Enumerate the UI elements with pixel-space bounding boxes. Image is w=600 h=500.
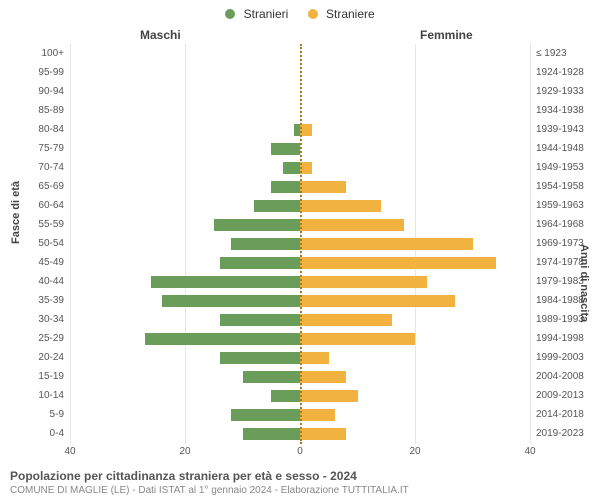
age-label: 95-99 (0, 66, 64, 80)
age-label: 40-44 (0, 275, 64, 289)
age-label: 85-89 (0, 104, 64, 118)
gridline (530, 44, 531, 444)
bar-female (300, 428, 346, 440)
birth-year-label: 1999-2003 (536, 351, 600, 365)
age-label: 35-39 (0, 294, 64, 308)
bar-male (231, 409, 300, 421)
bar-male (220, 257, 301, 269)
bar-male (271, 181, 300, 193)
bar-female (300, 238, 473, 250)
bar-female (300, 371, 346, 383)
birth-year-label: 1944-1948 (536, 142, 600, 156)
bar-male (145, 333, 300, 345)
y-axis-title-left: Fasce di età (10, 181, 22, 244)
birth-year-label: 1954-1958 (536, 180, 600, 194)
bar-female (300, 314, 392, 326)
bar-female (300, 181, 346, 193)
age-label: 15-19 (0, 370, 64, 384)
bar-male (220, 314, 301, 326)
age-label: 70-74 (0, 161, 64, 175)
bar-male (231, 238, 300, 250)
x-tick-label: 40 (64, 446, 75, 457)
bar-female (300, 390, 358, 402)
birth-year-label: 1949-1953 (536, 161, 600, 175)
bar-male (162, 295, 300, 307)
footer-subtitle: COMUNE DI MAGLIE (LE) - Dati ISTAT al 1°… (10, 485, 590, 496)
age-label: 45-49 (0, 256, 64, 270)
footer: Popolazione per cittadinanza straniera p… (10, 469, 590, 496)
bar-male (214, 219, 300, 231)
bar-female (300, 352, 329, 364)
x-tick-label: 40 (524, 446, 535, 457)
age-label: 20-24 (0, 351, 64, 365)
bar-female (300, 333, 415, 345)
birth-year-label: 1929-1933 (536, 85, 600, 99)
header-maschi: Maschi (140, 28, 181, 42)
y-axis-title-right: Anni di nascita (578, 244, 590, 322)
legend-swatch-stranieri (225, 9, 235, 19)
birth-year-label: 1989-1993 (536, 313, 600, 327)
legend-label-straniere: Straniere (326, 7, 375, 21)
age-label: 80-84 (0, 123, 64, 137)
age-label: 75-79 (0, 142, 64, 156)
bar-male (283, 162, 300, 174)
birth-year-label: 2009-2013 (536, 389, 600, 403)
birth-year-label: 2014-2018 (536, 408, 600, 422)
birth-year-label: 1939-1943 (536, 123, 600, 137)
footer-title: Popolazione per cittadinanza straniera p… (10, 469, 590, 483)
chart-container: Stranieri Straniere Maschi Femmine 100+≤… (0, 0, 600, 500)
birth-year-label: 1979-1983 (536, 275, 600, 289)
header-femmine: Femmine (420, 28, 473, 42)
birth-year-label: 1934-1938 (536, 104, 600, 118)
x-tick-label: 20 (409, 446, 420, 457)
age-label: 10-14 (0, 389, 64, 403)
bar-female (300, 200, 381, 212)
bar-male (271, 390, 300, 402)
age-label: 90-94 (0, 85, 64, 99)
bar-male (243, 371, 301, 383)
birth-year-label: 1959-1963 (536, 199, 600, 213)
bar-male (254, 200, 300, 212)
birth-year-label: ≤ 1923 (536, 47, 600, 61)
x-tick-label: 0 (297, 446, 303, 457)
birth-year-label: 1969-1973 (536, 237, 600, 251)
bar-female (300, 219, 404, 231)
birth-year-label: 1924-1928 (536, 66, 600, 80)
birth-year-label: 1974-1978 (536, 256, 600, 270)
bar-female (300, 295, 455, 307)
age-label: 25-29 (0, 332, 64, 346)
age-label: 100+ (0, 47, 64, 61)
legend: Stranieri Straniere (0, 6, 600, 21)
bar-female (300, 409, 335, 421)
plot-area: 100+≤ 192395-991924-192890-941929-193385… (70, 44, 530, 444)
legend-item-straniere: Straniere (308, 6, 375, 21)
bar-female (300, 257, 496, 269)
zero-line (300, 44, 302, 444)
birth-year-label: 2004-2008 (536, 370, 600, 384)
birth-year-label: 1994-1998 (536, 332, 600, 346)
bar-female (300, 276, 427, 288)
age-label: 0-4 (0, 427, 64, 441)
y-axis-title-right-text: Anni di nascita (578, 244, 590, 322)
birth-year-label: 1984-1988 (536, 294, 600, 308)
bar-male (151, 276, 301, 288)
y-axis-title-left-text: Fasce di età (10, 181, 22, 244)
bar-male (271, 143, 300, 155)
bar-male (243, 428, 301, 440)
bar-male (220, 352, 301, 364)
birth-year-label: 2019-2023 (536, 427, 600, 441)
x-tick-label: 20 (179, 446, 190, 457)
age-label: 30-34 (0, 313, 64, 327)
legend-label-stranieri: Stranieri (244, 7, 289, 21)
birth-year-label: 1964-1968 (536, 218, 600, 232)
legend-item-stranieri: Stranieri (225, 6, 288, 21)
age-label: 5-9 (0, 408, 64, 422)
legend-swatch-straniere (308, 9, 318, 19)
